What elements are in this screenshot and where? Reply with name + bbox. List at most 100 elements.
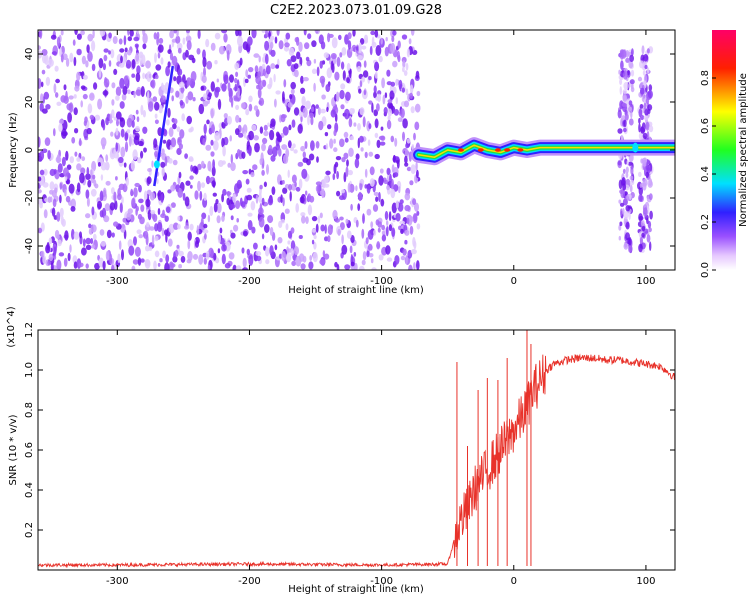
noise-speckle [243,77,246,87]
noise-speckle [180,86,185,94]
noise-speckle [60,53,64,63]
noise-speckle [56,211,61,222]
noise-speckle [127,89,131,95]
noise-speckle [269,35,275,41]
noise-speckle [246,248,250,256]
colorbar-label: Normalized spectral amplitude [738,73,749,227]
noise-speckle [120,146,126,158]
noise-speckle [315,181,322,186]
noise-speckle [122,217,127,223]
noise-speckle [387,108,392,117]
noise-speckle [334,113,338,123]
noise-speckle [270,118,276,127]
noise-speckle [291,174,297,184]
noise-speckle [359,107,365,116]
noise-speckle [111,187,115,195]
noise-speckle [66,178,71,185]
noise-speckle [178,143,183,150]
snr-x-label: Height of straight line (km) [288,584,424,595]
spectrogram-y-tick-label: 20 [24,96,35,109]
band-speckle [623,242,629,250]
noise-speckle [337,228,341,236]
noise-speckle [270,49,276,57]
noise-speckle [254,142,260,153]
noise-speckle [380,37,383,45]
noise-speckle [230,154,233,164]
noise-speckle [93,233,97,241]
noise-speckle [200,160,205,168]
band-speckle [618,224,622,231]
noise-speckle [357,55,363,60]
noise-speckle [186,40,192,51]
band-speckle [620,60,624,71]
noise-speckle [124,132,128,142]
noise-speckle [321,178,327,189]
noise-speckle [103,48,109,53]
noise-speckle [176,126,181,132]
noise-speckle [235,128,240,136]
noise-speckle [308,261,314,270]
noise-speckle [80,30,85,36]
noise-speckle [287,169,290,178]
noise-speckle [402,60,406,68]
noise-speckle [199,190,203,201]
noise-speckle [252,164,258,171]
noise-speckle [113,221,119,227]
noise-speckle [416,210,420,216]
noise-speckle [206,90,209,95]
band-speckle [622,168,626,174]
noise-speckle [93,82,98,90]
noise-speckle [235,114,240,123]
noise-speckle [227,162,231,168]
noise-speckle [374,71,378,79]
snr-y-tick-label: 1.2 [24,322,35,338]
noise-speckle [154,150,158,158]
noise-speckle [121,93,127,101]
noise-speckle [108,50,111,55]
band-speckle [643,115,649,121]
noise-speckle [381,234,387,242]
band-speckle [648,84,653,92]
noise-speckle [111,109,115,119]
band-speckle [628,60,634,69]
noise-speckle [120,128,125,138]
noise-speckle [248,67,254,73]
noise-speckle [48,58,54,67]
noise-speckle [85,189,90,199]
noise-speckle [358,135,364,143]
noise-speckle [363,89,367,96]
noise-speckle [408,264,413,270]
noise-speckle [349,245,353,254]
noise-speckle [394,137,398,147]
noise-speckle [223,33,228,43]
noise-speckle [146,71,152,82]
noise-speckle [106,113,111,122]
noise-speckle [145,198,151,208]
noise-speckle [230,162,236,172]
noise-speckle [210,108,214,119]
noise-speckle [386,184,390,191]
band-speckle [648,227,652,233]
noise-speckle [393,109,399,116]
noise-speckle [364,168,368,178]
noise-speckle [395,200,399,210]
noise-speckle [126,117,133,128]
band-speckle [619,202,625,207]
noise-speckle [133,236,137,246]
colorbar-tick-label: 0.6 [700,118,711,134]
noise-speckle [324,132,329,137]
noise-speckle [146,176,152,185]
noise-speckle [405,62,409,71]
noise-speckle [194,190,199,200]
noise-speckle [154,74,159,80]
noise-speckle [295,255,302,267]
noise-speckle [340,189,346,194]
noise-speckle [177,47,182,54]
noise-speckle [258,55,261,63]
noise-speckle [168,223,175,234]
noise-speckle [290,146,294,152]
noise-speckle [324,236,329,242]
noise-speckle [385,37,388,42]
noise-speckle [325,84,331,92]
noise-speckle [52,198,57,208]
